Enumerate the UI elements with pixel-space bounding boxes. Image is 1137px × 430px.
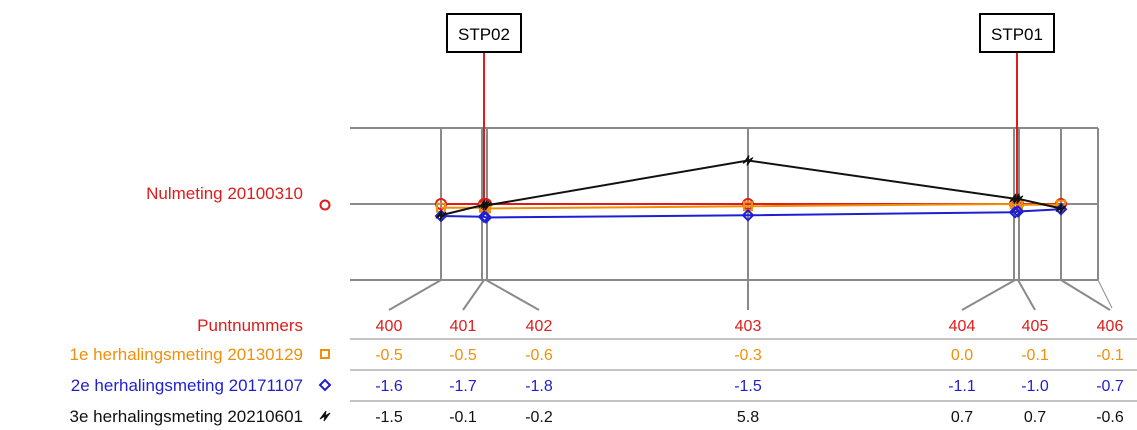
benchmark-box-1: [979, 13, 1055, 53]
point-label-400: 400: [376, 318, 403, 335]
value-label-2-405: -1.0: [1021, 378, 1049, 395]
value-label-1-404: 0.0: [951, 347, 973, 364]
value-label-3-403: 5.8: [737, 409, 759, 426]
value-label-1-401: -0.5: [449, 347, 477, 364]
legend-marker-1: [320, 349, 330, 359]
value-label-3-404: 0.7: [951, 409, 973, 426]
point-label-404: 404: [949, 318, 976, 335]
legend-series-3: 3e herhalingsmeting 20210601: [70, 407, 303, 426]
series-3-point-402: [480, 200, 492, 211]
legend-marker-2: [318, 378, 332, 392]
point-label-403: 403: [735, 318, 762, 335]
benchmark-label-1: STP01: [991, 25, 1043, 44]
point-label-402: 402: [526, 318, 553, 335]
value-label-2-403: -1.5: [734, 378, 762, 395]
point-label-405: 405: [1022, 318, 1049, 335]
series-2-point-404: [1008, 205, 1022, 219]
value-label-3-400: -1.5: [375, 409, 403, 426]
value-label-1-406: -0.1: [1096, 347, 1124, 364]
connector-405: [1017, 279, 1036, 311]
value-label-1-400: -0.5: [375, 347, 403, 364]
point-label-406: 406: [1097, 318, 1124, 335]
legend-series-1: 1e herhalingsmeting 20130129: [70, 345, 303, 364]
series-3-point-403: [742, 155, 754, 166]
value-label-2-404: -1.1: [948, 378, 976, 395]
benchmark-box-0: [446, 13, 522, 53]
value-label-2-400: -1.6: [375, 378, 403, 395]
connector-404: [961, 279, 1016, 311]
legend-marker-3: [319, 410, 331, 422]
connector-border: [1097, 279, 1113, 309]
value-label-3-405: 0.7: [1024, 409, 1046, 426]
connector-401: [462, 279, 485, 311]
value-label-3-401: -0.1: [449, 409, 477, 426]
series-2-point-403: [741, 208, 755, 222]
connector-400: [388, 279, 442, 311]
value-label-3-402: -0.2: [525, 409, 553, 426]
series-2-point-402: [479, 211, 493, 224]
series-3-point-405: [1012, 193, 1024, 205]
value-label-1-405: -0.1: [1021, 347, 1049, 364]
value-label-3-406: -0.6: [1096, 409, 1124, 426]
series-3-point-400: [435, 209, 447, 221]
benchmark-label-0: STP02: [458, 25, 510, 44]
value-label-1-402: -0.6: [525, 347, 553, 364]
value-label-2-401: -1.7: [449, 378, 477, 395]
legend-series-2: 2e herhalingsmeting 20171107: [71, 376, 303, 395]
series-3-point-406: [1055, 203, 1067, 214]
point-label-401: 401: [450, 318, 477, 335]
points-header: Puntnummers: [197, 316, 303, 335]
value-label-2-406: -0.7: [1096, 378, 1124, 395]
value-label-1-403: -0.3: [734, 347, 762, 364]
baseline-legend-marker: [319, 199, 331, 211]
value-label-2-402: -1.8: [525, 378, 553, 395]
connector-406: [1060, 279, 1111, 311]
connector-402: [485, 279, 540, 311]
series-2-point-405: [1011, 205, 1025, 218]
baseline-label: Nulmeting 20100310: [146, 184, 303, 203]
